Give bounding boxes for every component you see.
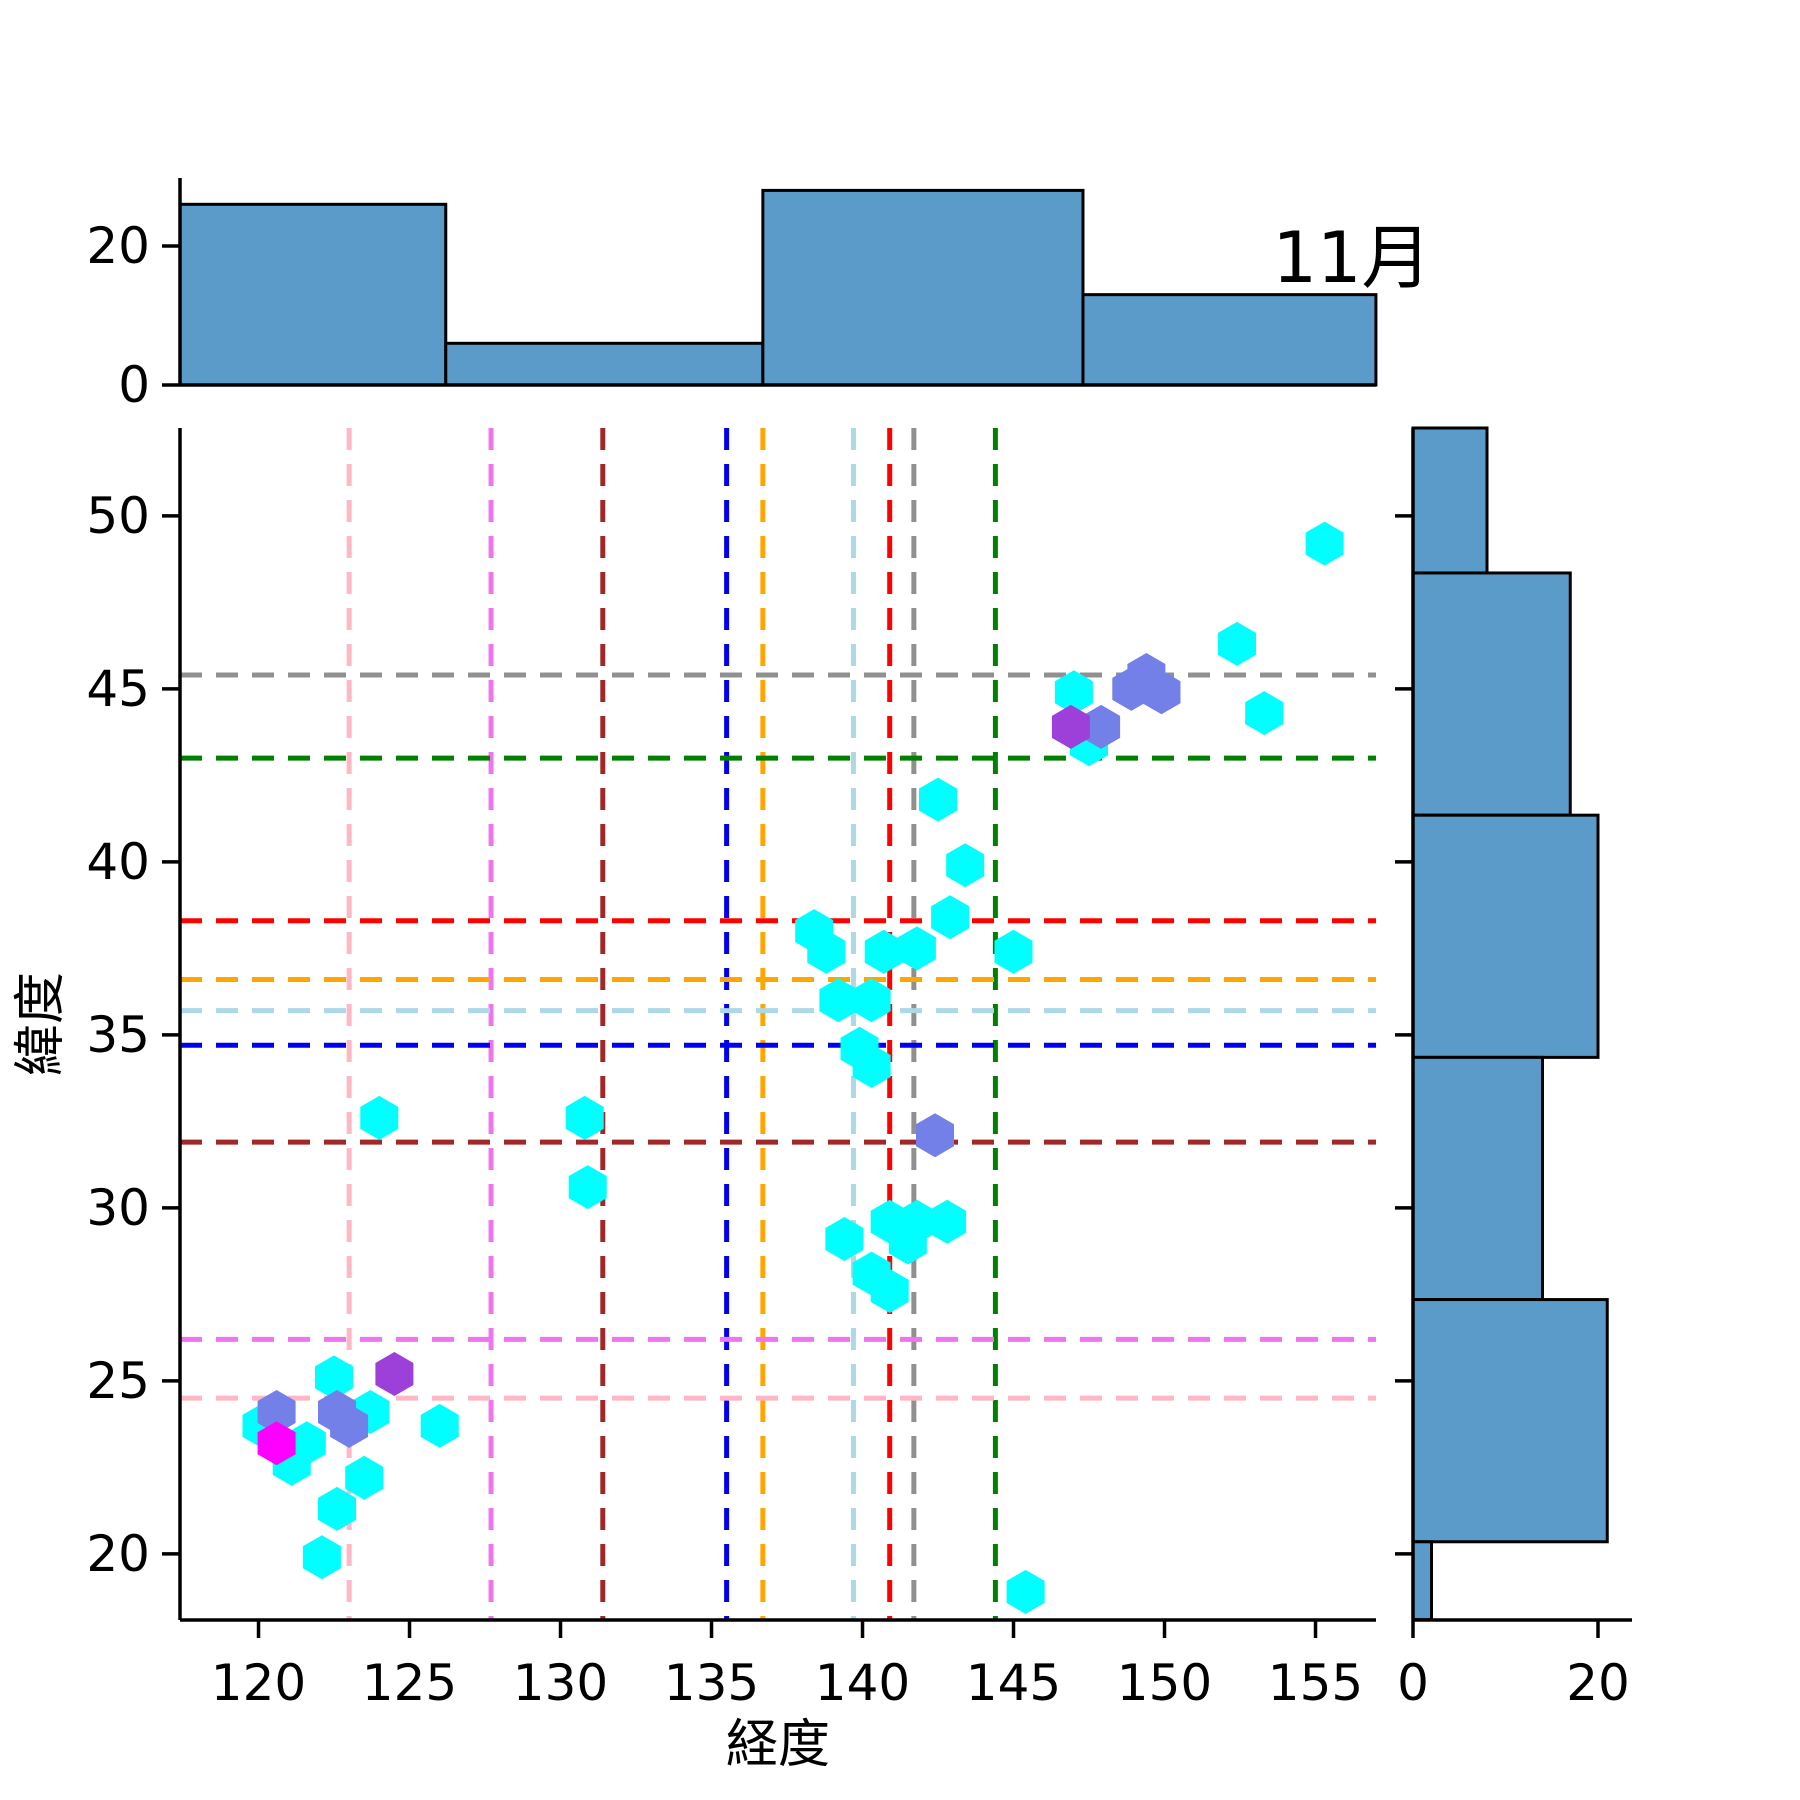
hexagon-point-points-cyan [931,895,970,940]
right-hist-bar [1411,1055,1544,1302]
top-hist-bar [178,202,448,387]
right-hist-tick-label: 20 [1566,1654,1630,1712]
top-hist-tick-label: 0 [118,356,150,414]
x-axis-label: 経度 [726,1715,830,1775]
hexagon-point-points-cyan [568,1165,607,1210]
top-hist-bar [761,188,1085,387]
hexagon-point-points-cyan [1245,691,1284,736]
hexagon-point-points-magenta [257,1421,296,1466]
y-tick-label: 30 [86,1179,150,1237]
right-hist-tick-label: 0 [1397,1654,1429,1712]
hexagon-point-points-cyan [825,1217,864,1261]
x-tick-label: 120 [211,1654,306,1712]
hexagon-point-points-cyan [315,1355,353,1400]
hexagon-point-points-cyan [302,1535,341,1580]
x-tick-label: 125 [362,1654,457,1712]
hexagon-point-points-cyan [852,1044,891,1088]
x-tick-label: 135 [664,1654,759,1712]
hexagon-point-points-slateblue [1112,666,1151,711]
hexagon-point-points-cyan [345,1455,384,1500]
hexagon-point-points-purple [1051,704,1090,749]
hexagon-point-points-slateblue [916,1113,954,1158]
x-tick-label: 150 [1117,1654,1212,1712]
hexagon-point-points-cyan [819,978,858,1023]
hexagon-point-points-cyan [864,929,903,974]
top-hist-bar [444,341,765,387]
x-tick-label: 155 [1268,1654,1363,1712]
hexagon-point-points-cyan [994,929,1033,974]
hexagon-point-points-cyan [565,1095,604,1140]
right-marginal-histogram: 0 20 [1395,426,1632,1712]
hexagon-point-points-cyan [852,978,891,1023]
right-hist-bar [1411,813,1600,1059]
top-marginal-histogram: 0 20 [86,178,1378,414]
x-tick-label: 130 [513,1654,608,1712]
right-hist-bar [1411,1540,1433,1622]
y-tick-label: 50 [86,487,150,545]
right-hist-bar [1411,571,1572,817]
y-axis-label: 緯度 [11,972,71,1076]
hexagon-point-points-slateblue [1142,670,1181,715]
axes-spines-ticks: 120 125 130 135 140 145 150 155 50 45 40 35 30 25 20 [86,428,1376,1712]
hexagon-point-points-cyan [897,926,936,971]
right-hist-bar [1411,426,1489,575]
x-tick-label: 145 [966,1654,1061,1712]
hexagon-point-points-cyan [870,1268,909,1313]
y-tick-label: 25 [86,1352,150,1410]
hexagon-point-points-cyan [318,1486,356,1531]
hexagon-point-points-cyan [1054,670,1093,715]
right-hist-bar [1411,1298,1609,1544]
hexagon-point-points-cyan [928,1199,967,1244]
hexagon-point-points-cyan [420,1403,459,1448]
scatter-points [242,521,1344,1614]
hexagon-point-points-cyan [946,843,985,888]
hexagon-point-points-purple [375,1352,414,1396]
hexagon-point-points-slateblue [330,1403,369,1448]
x-tick-label: 140 [815,1654,910,1712]
hexagon-point-points-slateblue [257,1390,296,1434]
y-tick-label: 40 [86,833,150,891]
hexagon-point-points-cyan [807,929,846,974]
y-tick-label: 20 [86,1525,150,1583]
top-hist-tick-label: 20 [86,217,150,275]
hexagon-point-points-cyan [888,1220,927,1265]
figure-title: 11月 [1272,217,1431,299]
hexagon-point-points-cyan [1218,621,1256,666]
hexagon-point-points-cyan [1006,1569,1045,1614]
hexagon-point-points-cyan [1305,521,1344,566]
hexagon-point-points-cyan [919,777,957,822]
y-tick-label: 45 [86,660,150,718]
hexagon-point-points-cyan [360,1095,399,1140]
hexagon-point-points-slateblue [1082,704,1121,749]
y-tick-label: 35 [86,1006,150,1064]
top-hist-bar [1081,293,1378,387]
